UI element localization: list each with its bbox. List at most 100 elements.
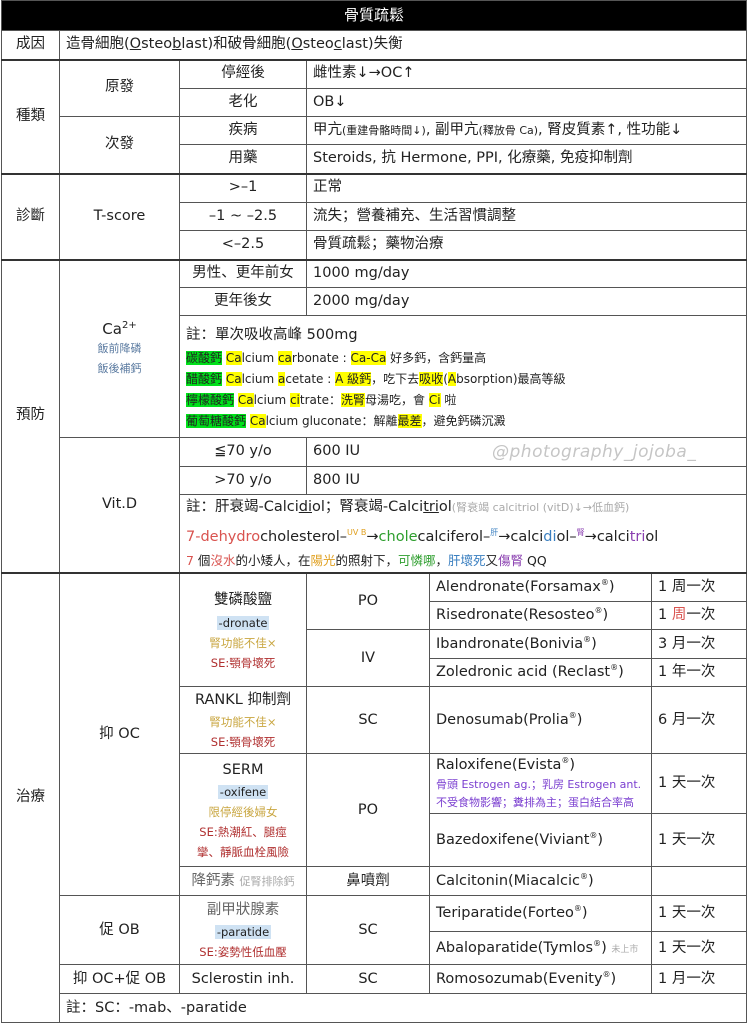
secondary-label: 次發 xyxy=(59,116,180,174)
text-segment: lcium gluconate：解離 xyxy=(265,413,398,428)
registered-mark: ® xyxy=(589,830,598,840)
text-segment: a xyxy=(277,371,286,386)
text-segment: Ca xyxy=(225,350,242,365)
text-segment: 陽光 xyxy=(310,552,336,568)
tscore-meaning: 正常 xyxy=(305,172,747,203)
text-segment: rbonate : xyxy=(291,350,351,365)
text-segment: ol xyxy=(438,499,452,515)
text-segment: 葡萄糖酸鈣 xyxy=(186,413,247,428)
registered-mark: ® xyxy=(583,634,592,644)
drug-name-text: Alendronate(Forsamax xyxy=(436,578,601,595)
freq-part: 1 xyxy=(658,607,672,624)
route: IV xyxy=(306,629,430,688)
text-segment: ol xyxy=(645,528,659,545)
text-segment: 可憐哪 xyxy=(398,552,436,568)
diagnosis-label: 診斷 xyxy=(1,172,60,260)
anti-oc-label: 抑 OC xyxy=(59,571,180,897)
text-segment: last)和破骨細胞( xyxy=(181,35,292,52)
drug-name-close: ) xyxy=(587,872,594,889)
vitd-mnemonic: 7 個沒水的小矮人，在陽光的照射下，可憐哪，肝壞死又傷腎 QQ xyxy=(186,550,740,572)
calcium-cell: Ca2+ 飯前降磷 飯後補鈣 xyxy=(59,258,180,438)
text-segment: 7 xyxy=(186,552,194,568)
pth-cell: 副甲狀腺素 -paratide SE:姿勢性低血壓 xyxy=(179,895,307,966)
vitd-age: >70 y/o xyxy=(179,466,307,495)
class-suffix: -dronate xyxy=(216,616,270,631)
drug-name-text: Teriparatide(Forteo xyxy=(436,905,574,922)
registered-mark: ® xyxy=(600,577,609,587)
drug-name-close: ) xyxy=(602,607,609,624)
text-segment: 母湯吃，會 xyxy=(365,392,429,407)
route: SC xyxy=(306,895,430,966)
text-segment: 肝 xyxy=(490,528,499,537)
text-segment: b xyxy=(172,35,182,52)
text-segment: tri xyxy=(629,528,646,545)
drug-frequency: 1 天一次 xyxy=(650,813,747,868)
drug-frequency: 6 月一次 xyxy=(650,686,747,755)
text-segment: Ca xyxy=(249,413,266,428)
text-segment: 好多鈣，含鈣量高 xyxy=(386,350,487,365)
text-segment: UV B xyxy=(347,528,367,537)
text-segment: , 副甲亢 xyxy=(425,121,479,138)
drug-name-close: ) xyxy=(569,757,576,774)
registered-mark: ® xyxy=(573,904,582,914)
text-segment: QQ xyxy=(523,552,547,568)
drug-name: Risedronate(Resosteo®) xyxy=(429,601,652,631)
primary-label: 原發 xyxy=(59,58,180,117)
drug-name: Abaloparatide(Tymlos®) xyxy=(436,939,607,956)
drug-note: 骨頭 Estrogen ag.；乳房 Estrogen ant. xyxy=(436,777,642,791)
drug-name-close: ) xyxy=(608,578,615,595)
drug-name-text: Ibandronate(Bonivia xyxy=(436,635,584,652)
drug-frequency: 1 周一次 xyxy=(650,571,747,603)
text-segment: 個 xyxy=(193,552,211,568)
drug-name-text: Abaloparatide(Tymlos xyxy=(436,939,594,956)
drug-name: Teriparatide(Forteo®) xyxy=(429,895,652,933)
text-segment: cetate : xyxy=(285,371,336,386)
calcium-dose: 2000 mg/day xyxy=(305,287,747,316)
text-segment: lcium xyxy=(253,392,290,407)
text-segment: ， xyxy=(435,552,449,568)
text-segment: → xyxy=(366,528,379,545)
text-segment: 註：肝衰竭-Calci xyxy=(186,499,299,515)
text-segment: last)失衡 xyxy=(341,35,403,52)
drug-frequency: 3 月一次 xyxy=(650,629,747,660)
class-name: Sclerostin inh. xyxy=(179,964,307,995)
treatment-label: 治療 xyxy=(1,571,60,1024)
vitd-note: 註：肝衰竭-Calcidiol；腎衰竭-Calcitriol(腎衰竭 calci… xyxy=(186,495,740,520)
text-segment: Ci xyxy=(428,392,441,407)
tscore-range: <–2.5 xyxy=(179,230,307,260)
class-caution: 腎功能不佳× xyxy=(209,715,277,730)
drug-name-close: ) xyxy=(610,970,617,987)
text-segment: c xyxy=(333,35,342,52)
route: PO xyxy=(306,571,430,631)
class-suffix: -paratide xyxy=(214,925,272,940)
both-label: 抑 OC+促 OB xyxy=(59,964,180,995)
drug-frequency: 1 天一次 xyxy=(650,931,747,966)
drug-cell: Raloxifene(Evista®) 骨頭 Estrogen ag.；乳房 E… xyxy=(429,753,652,815)
drug-frequency: 1 天一次 xyxy=(650,753,747,815)
drug-name-text: Raloxifene(Evista xyxy=(436,757,562,774)
drug-name-text: Risedronate(Resosteo xyxy=(436,607,595,624)
drug-name-close: ) xyxy=(581,905,588,922)
pro-ob-label: 促 OB xyxy=(59,895,180,966)
text-segment: 造骨細胞( xyxy=(66,35,130,52)
registered-mark: ® xyxy=(594,606,603,616)
drug-note: 不受食物影響；糞排為主；蛋白結合率高 xyxy=(436,795,634,809)
calcium-note: 飯後補鈣 xyxy=(97,361,142,375)
text-segment: 的小矮人，在 xyxy=(235,552,311,568)
drug-name-text: Bazedoxifene(Viviant xyxy=(436,831,590,848)
text-segment: cholesterol– xyxy=(260,528,348,545)
drug-name-close: ) xyxy=(597,831,604,848)
class-name: RANKL 抑制劑 xyxy=(195,692,291,709)
text-segment: steo xyxy=(141,35,173,52)
class-name: 降鈣素 xyxy=(191,872,235,889)
text-segment: di xyxy=(298,499,313,515)
tscore-range: –1 ~ –2.5 xyxy=(179,202,307,231)
bisphosphonate-cell: 雙磷酸鹽 -dronate 腎功能不佳× SE:顎骨壞死 xyxy=(179,571,307,688)
text-segment: di xyxy=(543,528,557,545)
class-side-effect: 攣、靜脈血栓風險 xyxy=(197,845,289,860)
text-segment: (腎衰竭 calcitriol (vitD)↓→低血鈣) xyxy=(451,501,630,514)
vitd-label: Vit.D xyxy=(59,436,180,574)
tscore-meaning: 流失；營養補充、生活習慣調整 xyxy=(305,202,747,231)
prevention-label: 預防 xyxy=(1,258,60,574)
drug-name-text: Calcitonin(Miacalcic xyxy=(436,872,580,889)
